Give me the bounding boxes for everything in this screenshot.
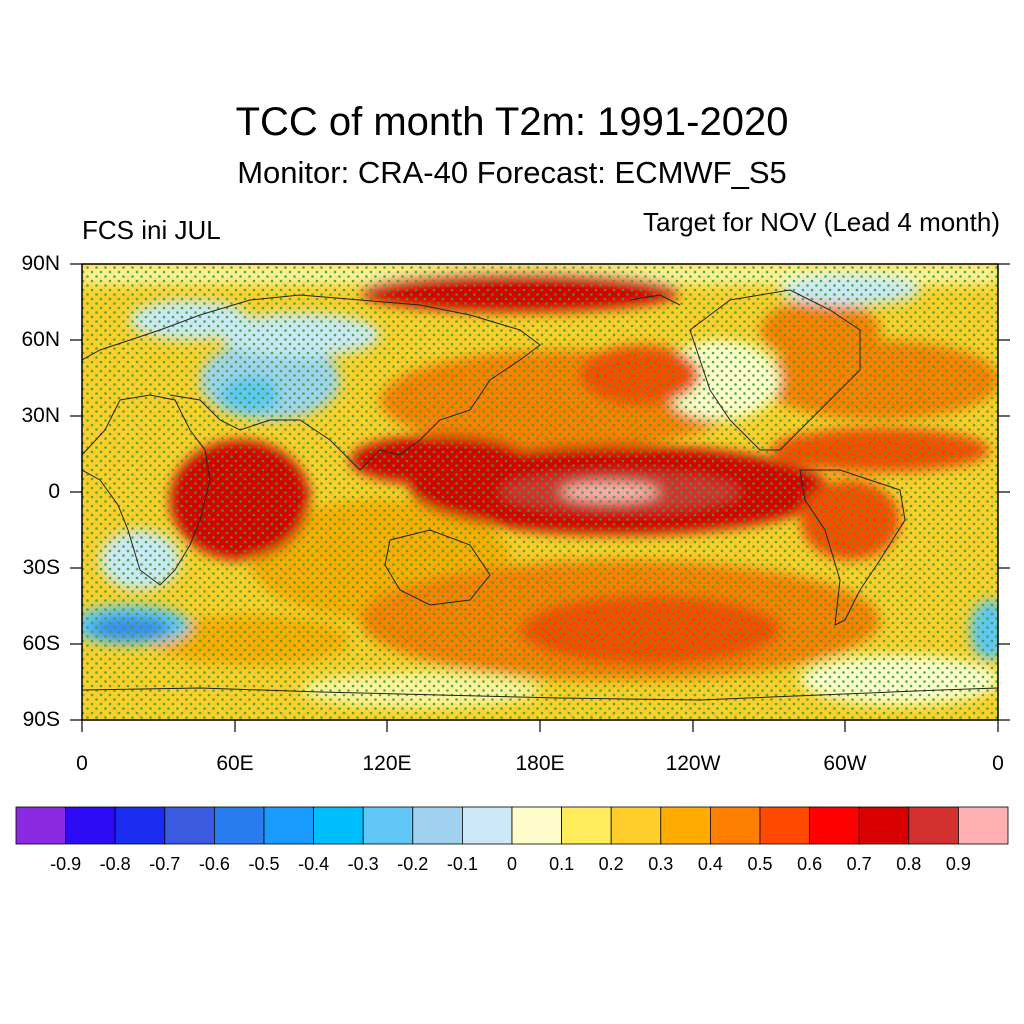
colorbar-tick-label: 0.4 — [697, 854, 723, 874]
lon-label-60e: 60E — [216, 752, 254, 775]
colorbar-swatch — [511, 806, 562, 845]
colorbar-tick-label: 0 — [506, 854, 518, 874]
colorbar-swatch — [263, 806, 314, 845]
colorbar-tick-label: -0.6 — [198, 854, 230, 874]
lat-label-30s: 30S — [22, 556, 60, 579]
lon-label-0: 0 — [76, 752, 88, 775]
colorbar-swatch — [610, 806, 662, 845]
lat-label-30n: 30N — [21, 404, 60, 427]
colorbar — [15, 806, 1009, 845]
lat-label-90s: 90S — [22, 708, 60, 731]
colorbar-tick-label: -0.4 — [298, 854, 330, 874]
colorbar-tick-label: 0.6 — [797, 854, 823, 874]
lat-label-60n: 60N — [21, 328, 60, 351]
colorbar-swatch — [65, 806, 116, 845]
lat-label-0: 0 — [48, 480, 60, 503]
colorbar-tick-label: -0.2 — [397, 854, 429, 874]
colorbar-swatch — [313, 806, 364, 845]
colorbar-swatch — [958, 806, 1009, 845]
colorbar-tick-label: 0.3 — [648, 854, 674, 874]
colorbar-swatch — [759, 806, 810, 845]
colorbar-swatch — [213, 806, 265, 845]
colorbar-tick-label: 0.2 — [598, 854, 624, 874]
init-label: FCS ini JUL — [82, 215, 221, 245]
lat-label-60s: 60S — [22, 632, 60, 655]
target-label: Target for NOV (Lead 4 month) — [643, 207, 1000, 237]
colorbar-tick-label: 0.5 — [747, 854, 773, 874]
map-subtitle: Monitor: CRA-40 Forecast: ECMWF_S5 — [237, 155, 787, 190]
lon-label-120w: 120W — [665, 752, 721, 775]
colorbar-tick-label: -0.8 — [99, 854, 131, 874]
colorbar-swatch — [15, 806, 66, 845]
lon-label-120e: 120E — [362, 752, 412, 775]
colorbar-tick-label: 0.7 — [846, 854, 872, 874]
colorbar-tick-label: -0.3 — [347, 854, 379, 874]
colorbar-tick-label: 0.9 — [945, 854, 971, 874]
lon-label-180e: 180E — [515, 752, 565, 775]
colorbar-tick-label: -0.7 — [149, 854, 181, 874]
colorbar-swatch — [660, 806, 711, 845]
colorbar-tick-label: -0.9 — [50, 854, 82, 874]
colorbar-swatch — [809, 806, 860, 845]
colorbar-tick-label: 0.8 — [896, 854, 922, 874]
colorbar-swatch — [710, 806, 761, 845]
map-title: TCC of month T2m: 1991-2020 — [235, 100, 789, 144]
colorbar-tick-label: -0.5 — [248, 854, 280, 874]
colorbar-swatch — [362, 806, 414, 845]
colorbar-swatch — [412, 806, 463, 845]
correlation-field — [82, 264, 998, 720]
colorbar-swatch — [561, 806, 612, 845]
axis-ticks — [70, 263, 1010, 732]
colorbar-swatch — [908, 806, 959, 845]
lon-label-60w: 60W — [823, 752, 867, 775]
colorbar-swatch — [114, 806, 166, 845]
lon-label-0-east: 0 — [992, 752, 1004, 775]
lat-label-90n: 90N — [21, 252, 60, 275]
colorbar-tick-label: -0.1 — [446, 854, 478, 874]
colorbar-swatch — [164, 806, 215, 845]
coastlines — [82, 289, 998, 701]
colorbar-swatch — [461, 806, 513, 845]
colorbar-tick-label: 0.1 — [549, 854, 575, 874]
colorbar-swatch — [858, 806, 910, 845]
